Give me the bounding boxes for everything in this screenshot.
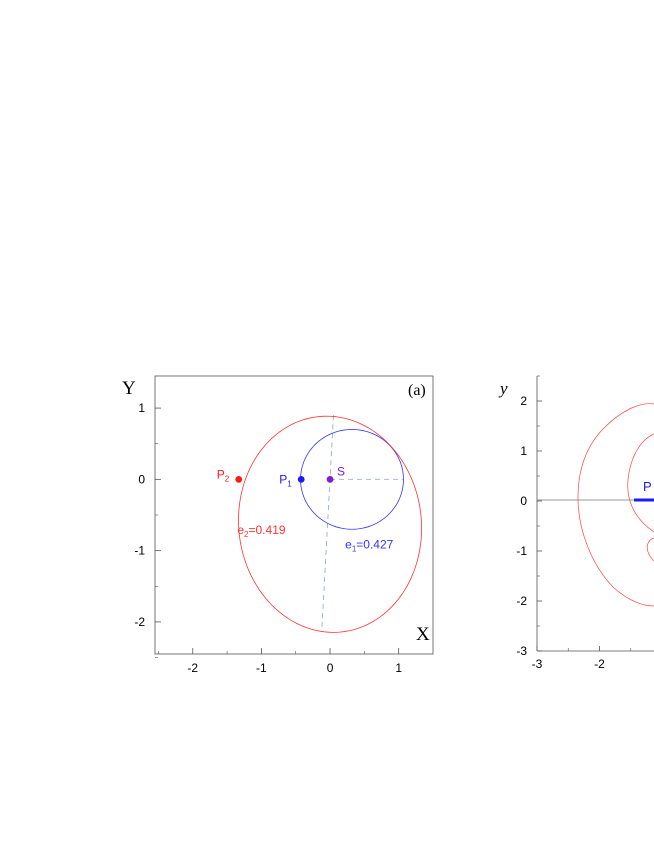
panel-b-y-tick-label: 2	[520, 394, 527, 408]
panel-a-x-tick-label: 0	[327, 661, 334, 675]
panel-a-y-tick-label: 0	[138, 472, 145, 486]
panel-b-x-tick-label: -2	[594, 657, 605, 671]
panel-a-label: (a)	[408, 382, 426, 399]
panel-a-xlabel: X	[416, 624, 430, 645]
panel-b-y-tick-label: 1	[520, 444, 527, 458]
panel-a-x-tick-label: -1	[256, 661, 267, 675]
eccentricity-label-2: e2=0.419	[237, 523, 286, 539]
panel-a-frame	[154, 375, 434, 655]
point-p1	[297, 475, 305, 483]
panel-b-x-ticks: -3-2-1	[532, 646, 632, 671]
point-s	[326, 475, 334, 483]
panel-b-x-tick-label: -3	[532, 657, 543, 671]
panel-a-y-tick-label: -1	[134, 544, 145, 558]
panel-b-y-tick-label: -2	[516, 594, 527, 608]
panel-a-y-tick-label: -2	[134, 615, 145, 629]
panel-b-point-label: P	[643, 479, 652, 494]
panel-b-small-loop	[646, 537, 654, 562]
panel-a-y-tick-label: 1	[138, 401, 145, 415]
panel-b-y-tick-label: 0	[520, 494, 527, 508]
orbit-2	[238, 415, 423, 633]
panel-b-outer-orbit	[577, 403, 654, 607]
panel-b-inner-orbit	[627, 433, 654, 533]
panel-a-dashed-axis	[321, 415, 334, 631]
point-p2	[235, 475, 243, 483]
point-label-p2: P2	[217, 467, 230, 483]
panel-b-y-ticks: -3 -2 -1 0 1 2	[516, 375, 542, 658]
point-label-p1: P1	[279, 472, 292, 488]
panel-a-dashed-axes	[321, 415, 404, 631]
panel-a-points	[235, 475, 334, 483]
panel-b-y-tick-label: -1	[516, 544, 527, 558]
panel-a-x-tick-label: -2	[187, 661, 198, 675]
panel-a-y-ticks: -2 -1 0 1	[134, 401, 161, 658]
panel-b: -3 -2 -1 -3 -2 -1 0 1 2 y P	[498, 375, 654, 671]
panel-a-x-tick-label: 1	[395, 661, 402, 675]
panel-a: -2 -1 0 1 -2 -1 0 1 Y X (a) S P1 P2 e1=0.427 e…	[122, 375, 434, 675]
panel-b-y-tick-label: -3	[516, 644, 527, 658]
panel-a-ylabel: Y	[122, 378, 136, 399]
point-label-s: S	[337, 464, 345, 478]
panel-a-x-ticks: -2 -1 0 1	[158, 648, 402, 675]
panel-b-ylabel: y	[498, 379, 508, 398]
eccentricity-label-1: e1=0.427	[345, 538, 394, 554]
